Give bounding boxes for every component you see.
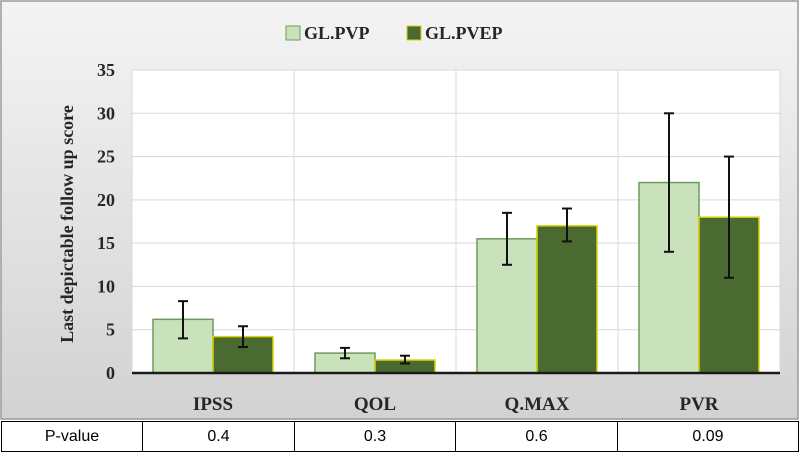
- pvalue-qol: 0.3: [294, 421, 456, 452]
- pvalue-ipss: 0.4: [142, 421, 295, 452]
- pvalue-qmax: 0.6: [455, 421, 618, 452]
- y-tick-label: 5: [106, 320, 115, 340]
- pvalue-label: P-value: [1, 421, 143, 452]
- y-axis-label: Last depictable follow up score: [57, 105, 77, 343]
- error-bars: [178, 112, 734, 365]
- pvalue-table: P-value 0.4 0.3 0.6 0.09: [1, 421, 799, 452]
- y-tick-label: 25: [97, 147, 115, 167]
- y-tick-label: 20: [97, 190, 115, 210]
- x-tick-label: PVR: [679, 394, 718, 415]
- x-tick-label: QOL: [354, 394, 396, 415]
- y-tick-label: 30: [97, 103, 115, 123]
- legend-label-gl-pvep: GL.PVEP: [425, 23, 503, 43]
- y-tick-label: 15: [97, 233, 115, 253]
- x-tick-label: IPSS: [193, 394, 233, 415]
- legend-swatch-gl-pvp: [285, 25, 301, 41]
- bar-gl-pvep-qmax: [536, 225, 598, 374]
- x-tick-label: Q.MAX: [505, 394, 570, 415]
- legend: GL.PVP GL.PVEP: [285, 23, 503, 43]
- chart-panel: 0 5 10 15 20 25 30 35 IPSS QOL Q.MAX PVR Last depi…: [0, 0, 799, 420]
- y-tick-label: 35: [97, 60, 115, 80]
- y-tick-labels: 0 5 10 15 20 25 30 35: [97, 60, 115, 383]
- table-row: P-value 0.4 0.3 0.6 0.09: [1, 421, 799, 452]
- y-tick-label: 0: [106, 363, 115, 383]
- pvalue-pvr: 0.09: [617, 421, 799, 452]
- x-tick-labels: IPSS QOL Q.MAX PVR: [193, 394, 719, 415]
- legend-swatch-gl-pvep: [406, 25, 422, 41]
- legend-label-gl-pvp: GL.PVP: [304, 23, 370, 43]
- y-tick-label: 10: [97, 276, 115, 296]
